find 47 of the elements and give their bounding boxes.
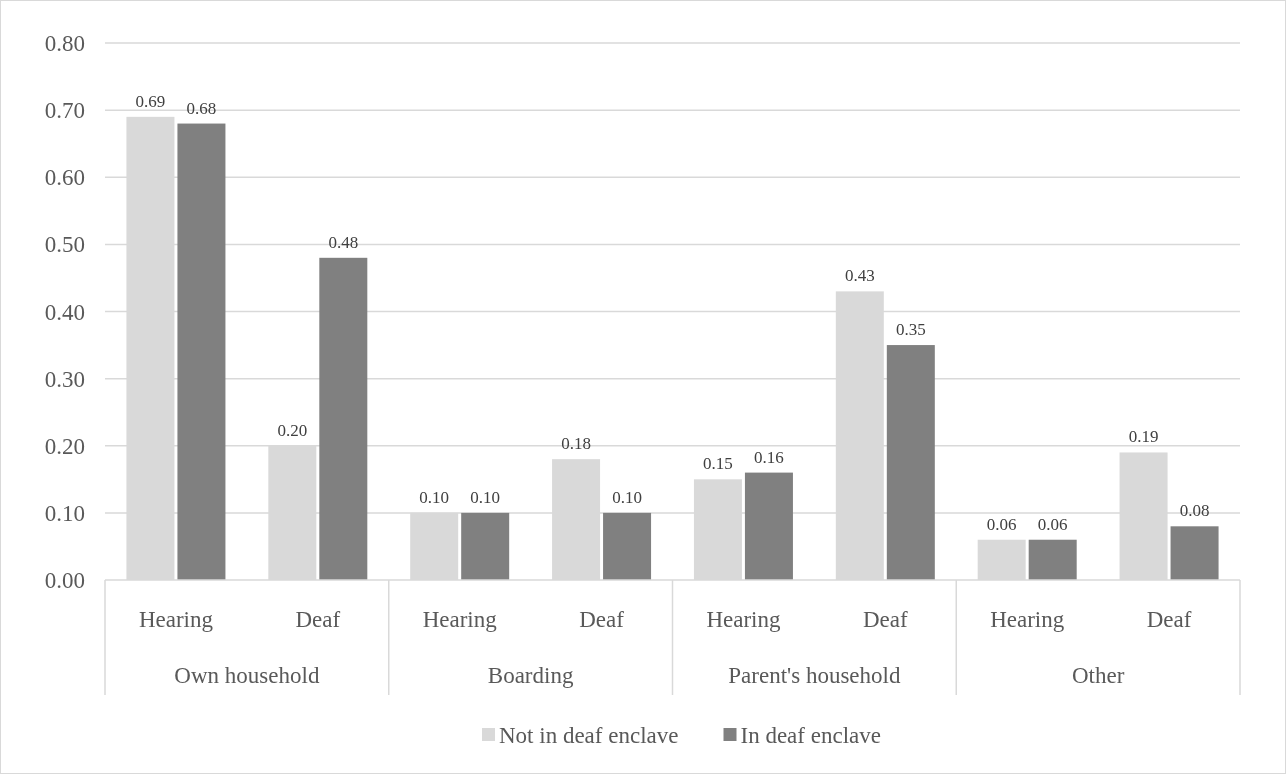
y-tick-label: 0.60 (44, 165, 85, 191)
y-tick-label: 0.10 (44, 500, 85, 526)
data-label: 0.35 (895, 320, 926, 340)
y-tick-label: 0.20 (44, 433, 85, 459)
y-tick-label: 0.00 (44, 568, 85, 594)
data-label: 0.15 (703, 454, 733, 474)
data-label: 0.19 (1128, 427, 1159, 447)
x-tick-label: Hearing (422, 607, 498, 632)
data-label: 0.69 (135, 91, 166, 111)
bar (1170, 526, 1219, 580)
x-tick-label: Deaf (579, 607, 625, 632)
y-tick-label: 0.50 (44, 232, 85, 258)
data-label: 0.18 (561, 434, 591, 454)
text: Boarding (487, 663, 574, 688)
data-label: 0.06 (1037, 514, 1068, 534)
data-label: 0.48 (328, 232, 359, 252)
data-label: 0.06 (986, 514, 1017, 534)
y-tick-label: 0.30 (44, 366, 85, 392)
x-tick-label: Hearing (138, 607, 214, 632)
bar (1028, 539, 1077, 580)
bar (744, 472, 793, 580)
x-tick-label: Hearing (706, 607, 781, 632)
data-label: 0.20 (277, 420, 308, 440)
legend-label: Not in deaf enclave (499, 723, 679, 749)
bar (886, 345, 935, 580)
y-tick-label: 0.40 (44, 299, 85, 325)
data-label: 0.10 (419, 487, 450, 507)
data-label: 0.68 (186, 98, 217, 118)
y-tick-label: 0.70 (44, 98, 85, 124)
legend-label: In deaf enclave (740, 723, 881, 749)
data-label: 0.10 (470, 487, 501, 507)
bar (319, 257, 368, 580)
x-tick-label: Deaf (295, 607, 341, 632)
text: Parent's household (728, 663, 901, 688)
text: Own household (174, 663, 320, 688)
data-label: 0.16 (754, 447, 784, 467)
y-tick-label: 0.80 (44, 31, 85, 57)
data-label: 0.43 (844, 266, 875, 286)
text: Other (1071, 663, 1125, 688)
data-label: 0.08 (1179, 501, 1210, 521)
data-label: 0.10 (612, 487, 642, 507)
bar (177, 123, 226, 580)
x-tick-label: Deaf (1146, 607, 1192, 632)
x-tick-label: Hearing (990, 607, 1065, 632)
x-tick-label: Deaf (862, 607, 908, 632)
bar (461, 512, 510, 580)
bar (603, 512, 652, 580)
